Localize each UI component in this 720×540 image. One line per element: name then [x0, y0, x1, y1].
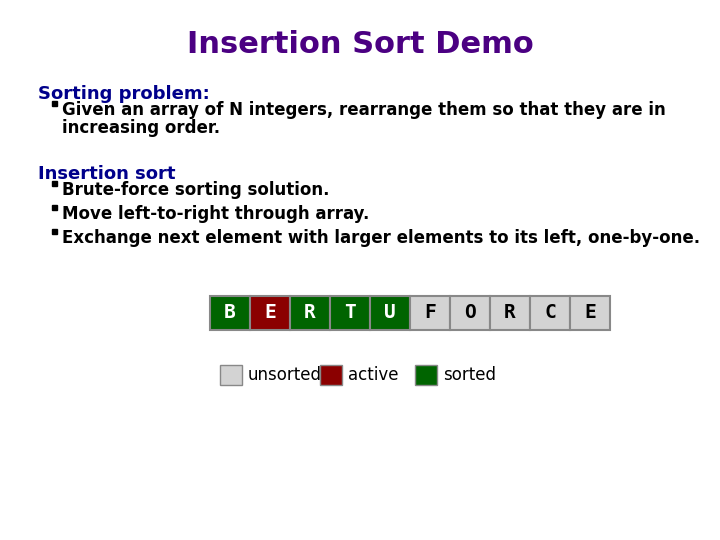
Text: T: T — [344, 303, 356, 322]
Bar — [490, 296, 530, 330]
Text: U: U — [384, 303, 396, 322]
Bar — [52, 181, 57, 186]
Text: active: active — [348, 366, 398, 384]
Text: Insertion sort: Insertion sort — [38, 165, 176, 183]
Bar — [370, 296, 410, 330]
Bar — [410, 296, 450, 330]
Text: F: F — [424, 303, 436, 322]
Text: sorted: sorted — [443, 366, 496, 384]
Text: Brute-force sorting solution.: Brute-force sorting solution. — [62, 181, 330, 199]
Bar — [330, 296, 370, 330]
Text: B: B — [224, 303, 236, 322]
Text: E: E — [264, 303, 276, 322]
Bar — [52, 229, 57, 234]
Bar — [570, 296, 610, 330]
Text: unsorted: unsorted — [248, 366, 322, 384]
Text: C: C — [544, 303, 556, 322]
Text: Move left-to-right through array.: Move left-to-right through array. — [62, 205, 369, 223]
Bar — [52, 205, 57, 210]
Bar — [52, 101, 57, 106]
Text: increasing order.: increasing order. — [62, 119, 220, 137]
Text: R: R — [504, 303, 516, 322]
Text: Insertion Sort Demo: Insertion Sort Demo — [186, 30, 534, 59]
Bar — [320, 365, 342, 385]
Bar — [220, 365, 242, 385]
Bar — [290, 296, 330, 330]
Text: Sorting problem:: Sorting problem: — [38, 85, 210, 103]
Bar — [450, 296, 490, 330]
Text: R: R — [304, 303, 316, 322]
Bar — [530, 296, 570, 330]
Text: E: E — [584, 303, 596, 322]
Text: Exchange next element with larger elements to its left, one-by-one.: Exchange next element with larger elemen… — [62, 229, 700, 247]
Text: Given an array of N integers, rearrange them so that they are in: Given an array of N integers, rearrange … — [62, 101, 666, 119]
Bar — [250, 296, 290, 330]
Bar — [415, 365, 437, 385]
Bar — [210, 296, 250, 330]
Text: O: O — [464, 303, 476, 322]
